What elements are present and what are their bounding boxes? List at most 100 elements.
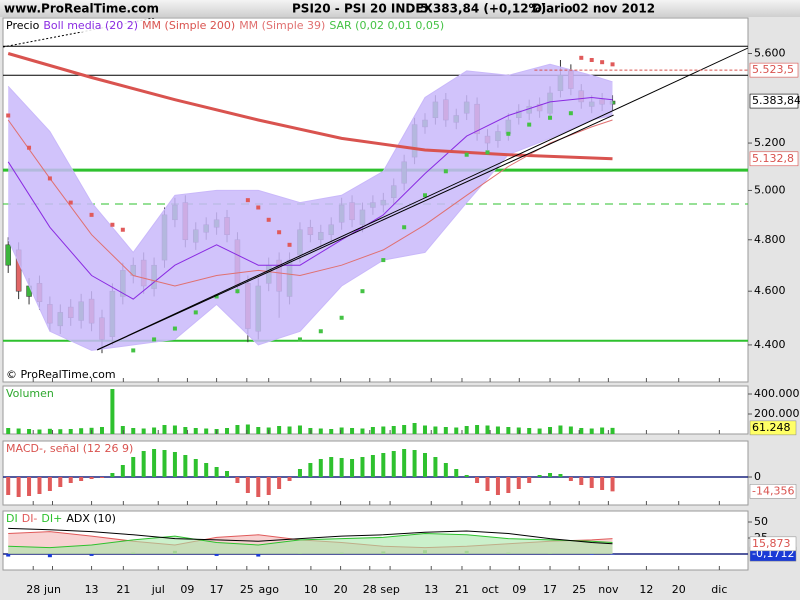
y-tick-label: 50 — [754, 515, 768, 528]
bar — [162, 425, 167, 434]
bar — [120, 465, 125, 477]
legend-entry: SAR (0,02 0,01 0,05) — [329, 19, 444, 32]
header-bar — [0, 0, 800, 17]
sar-dot — [485, 150, 490, 155]
bar — [277, 477, 282, 489]
line — [8, 527, 613, 545]
bar — [329, 429, 334, 434]
legend-entry: DI — [6, 512, 18, 525]
plot-area: Precio Boll media (20 2) MM (Simple 200) MM… — [3, 18, 748, 381]
bar — [58, 477, 63, 487]
x-tick-label: 28 — [363, 583, 377, 596]
sar-dot — [297, 337, 302, 342]
bar — [245, 424, 250, 434]
bar — [120, 426, 125, 434]
copyright: © ProRealTime.com — [6, 368, 116, 381]
sar-dot — [381, 258, 386, 263]
band-fill — [8, 64, 613, 351]
period: Diario — [532, 2, 572, 16]
sar-dot — [548, 115, 553, 120]
bar — [183, 427, 188, 434]
bar — [579, 477, 584, 485]
bar — [402, 425, 407, 434]
x-tick-label: 21 — [116, 583, 130, 596]
bar — [475, 425, 480, 434]
bar — [422, 425, 427, 434]
bar — [443, 463, 448, 477]
bar — [256, 477, 261, 497]
bar — [225, 471, 230, 477]
bar — [589, 477, 594, 488]
x-tick-label: 12 — [639, 583, 653, 596]
sar-dot — [152, 337, 157, 342]
line — [8, 532, 613, 549]
bar — [47, 477, 52, 491]
bar — [89, 554, 94, 556]
x-tick-label: 21 — [455, 583, 469, 596]
bar — [16, 477, 21, 497]
bar — [433, 426, 438, 434]
last-value-box — [749, 536, 797, 552]
bar — [381, 426, 386, 434]
panel — [2, 440, 749, 506]
bar — [214, 467, 219, 477]
band-upper — [7, 63, 613, 254]
bar — [370, 427, 375, 434]
bar — [568, 426, 573, 434]
y-tick-label: 200.000 — [754, 407, 800, 420]
marker-box — [749, 151, 799, 167]
bar — [16, 428, 21, 434]
sar-dot — [214, 294, 219, 299]
bar — [256, 554, 261, 557]
legend: DI DI- DI+ ADX (10) — [6, 512, 116, 525]
marker-box — [749, 62, 799, 78]
sar-dot — [89, 212, 94, 217]
bar — [579, 428, 584, 434]
x-tick-label: 17 — [543, 583, 557, 596]
bar — [6, 477, 11, 495]
bar — [58, 429, 63, 434]
bar — [99, 427, 104, 434]
sar-dot — [422, 193, 427, 198]
x-tick-label: 13 — [424, 583, 438, 596]
bar — [183, 455, 188, 477]
legend-entry: MM (Simple 39) — [239, 19, 325, 32]
bar — [350, 459, 355, 477]
bar — [204, 428, 209, 434]
sar-dot — [610, 62, 615, 67]
bar — [589, 554, 594, 555]
marker-box — [749, 93, 799, 109]
x-tick-label: 13 — [85, 583, 99, 596]
bar — [141, 451, 146, 477]
bar — [506, 427, 511, 434]
bar — [193, 428, 198, 434]
bar — [412, 423, 417, 434]
bar — [391, 451, 396, 477]
sar-dot — [172, 326, 177, 331]
bar — [318, 459, 323, 477]
bar — [610, 427, 615, 434]
bar — [610, 554, 615, 555]
bar — [131, 457, 136, 477]
line — [7, 52, 613, 161]
marker-label: 5.383,84 — [752, 94, 800, 107]
bar — [495, 426, 500, 434]
bar — [68, 429, 73, 434]
x-tick-label: jun — [43, 583, 61, 596]
sar-dot — [360, 289, 365, 294]
sar-dot — [443, 169, 448, 174]
legend-entry: DI+ — [41, 512, 62, 525]
bar — [360, 428, 365, 434]
sar-dot — [245, 198, 250, 203]
legend-entry: Boll media (20 2) — [43, 19, 138, 32]
bar — [47, 428, 52, 434]
sar-dot — [27, 145, 32, 150]
x-tick-label: dic — [711, 583, 727, 596]
band-lower — [7, 115, 613, 351]
bar — [297, 469, 302, 477]
bar — [172, 452, 177, 477]
band-middle — [7, 96, 613, 300]
candle-body — [5, 244, 11, 266]
bar — [110, 389, 115, 434]
sar-dot — [266, 217, 271, 222]
